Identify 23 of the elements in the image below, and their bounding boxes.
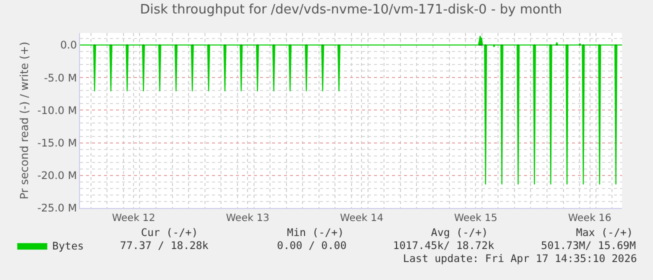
- text: Cur (-/+): [141, 227, 198, 239]
- y-tick-label: -20.0 M: [37, 170, 77, 182]
- text: 77.37 / 18.28k: [120, 240, 210, 252]
- chart-title: Disk throughput for /dev/vds-nvme-10/vm-171-disk-0 - by month: [140, 2, 562, 18]
- x-tick-label: Week 14: [340, 213, 384, 224]
- x-tick-label: Week 15: [454, 213, 498, 224]
- y-tick-label: 0.0: [60, 40, 77, 52]
- text: 501.73M/ 15.69M: [541, 240, 636, 252]
- y-tick-label: -10.0 M: [37, 104, 77, 117]
- y-tick-label: -5.0 M: [44, 72, 77, 84]
- text: 0.00 / 0.00: [277, 240, 347, 252]
- text: Min (-/+): [287, 227, 344, 239]
- y-tick-label: -15.0 M: [37, 137, 77, 150]
- legend-label: Bytes: [52, 240, 84, 253]
- text: Last update: Fri Apr 17 14:35:10 2026: [403, 253, 637, 265]
- x-tick-label: Week 13: [226, 213, 270, 224]
- x-tick-label: Week 16: [568, 213, 612, 224]
- y-tick-label: -25.0 M: [37, 202, 77, 215]
- x-tick-label: Week 12: [112, 213, 156, 224]
- text: 1017.45k/ 18.72k: [393, 240, 495, 252]
- text: Max (-/+): [576, 227, 633, 239]
- y-axis-title: Pr second read (-) / write (+): [18, 42, 31, 200]
- text: Avg (-/+): [431, 227, 488, 239]
